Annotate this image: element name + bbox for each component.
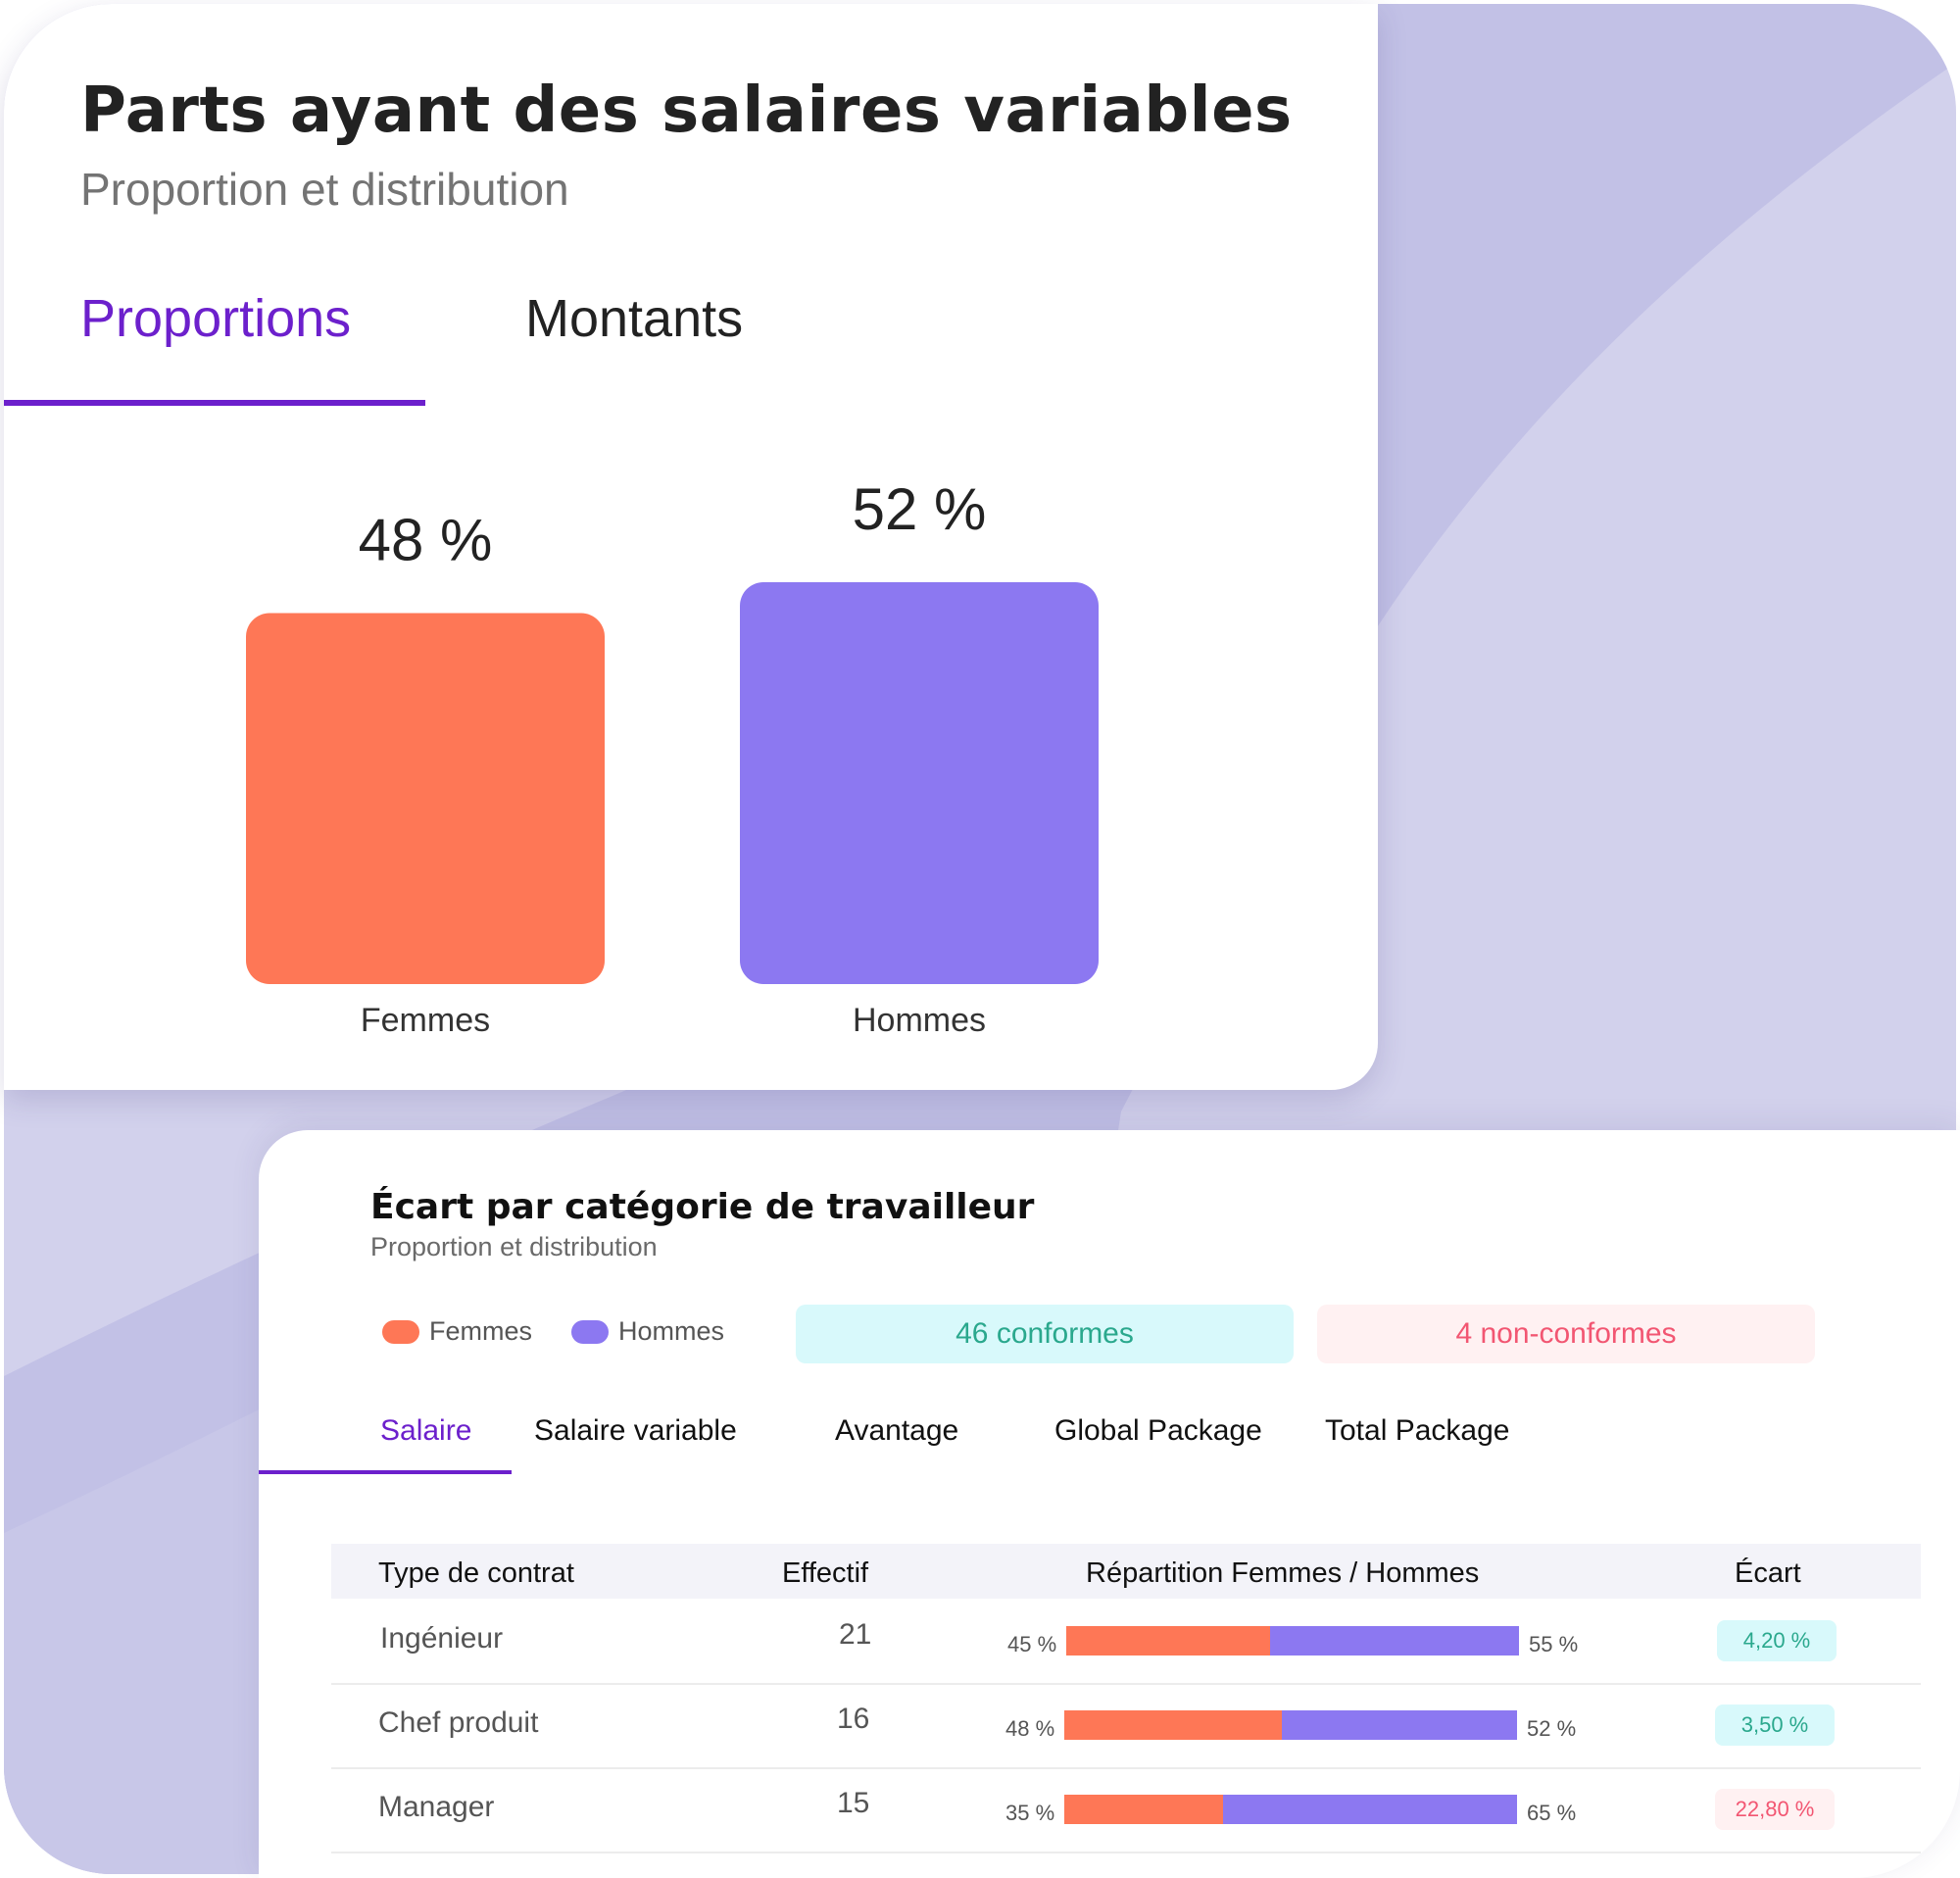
tab-avantage[interactable]: Avantage xyxy=(835,1414,959,1447)
proportions-bar-chart: 48 % Femmes 52 % Hommes xyxy=(246,476,1099,1039)
column-header-repartition[interactable]: Répartition Femmes / Hommes xyxy=(1086,1557,1480,1589)
contract-type: Ingénieur xyxy=(380,1622,504,1655)
contract-type: Manager xyxy=(378,1791,495,1823)
variable-salary-share-card: Parts ayant des salaires variables Propo… xyxy=(4,4,1378,1090)
tab-global-package[interactable]: Global Package xyxy=(1054,1414,1262,1447)
effectif-value: 16 xyxy=(837,1703,870,1735)
legend-label: Hommes xyxy=(618,1316,725,1346)
legend-swatch-hommes xyxy=(571,1319,609,1344)
split-bar-femmes xyxy=(1064,1795,1223,1824)
card-subtitle: Proportion et distribution xyxy=(80,164,569,215)
hommes-percent: 55 % xyxy=(1529,1632,1579,1656)
bar-femmes xyxy=(246,613,605,984)
table-row[interactable]: Manager 15 35 % 65 % 22,80 % xyxy=(331,1767,1921,1853)
column-header-effectif[interactable]: Effectif xyxy=(782,1557,869,1589)
column-header-type[interactable]: Type de contrat xyxy=(378,1557,574,1589)
split-bar-hommes xyxy=(1281,1710,1517,1740)
tab-proportions[interactable]: Proportions xyxy=(80,289,352,348)
bar-hommes xyxy=(740,582,1099,984)
card-subtitle: Proportion et distribution xyxy=(370,1232,658,1261)
femmes-percent: 35 % xyxy=(1005,1801,1055,1825)
table-header: Type de contrat Effectif Répartition Fem… xyxy=(331,1544,1921,1599)
legend-label: Femmes xyxy=(429,1316,533,1346)
tab-total-package[interactable]: Total Package xyxy=(1325,1414,1510,1447)
femmes-percent: 45 % xyxy=(1007,1632,1057,1656)
conformes-badge[interactable]: 46 conformes xyxy=(796,1305,1294,1363)
non-conformes-badge[interactable]: 4 non-conformes xyxy=(1317,1305,1815,1363)
femmes-percent: 48 % xyxy=(1005,1716,1055,1741)
split-bar-femmes xyxy=(1064,1710,1282,1740)
hommes-percent: 52 % xyxy=(1527,1716,1577,1741)
value-label-femmes: 48 % xyxy=(359,508,493,573)
card-title: Parts ayant des salaires variables xyxy=(80,74,1293,147)
gap-by-category-card: Écart par catégorie de travailleur Propo… xyxy=(259,1130,1960,1878)
active-tab-indicator xyxy=(259,1470,512,1474)
split-bar xyxy=(1066,1626,1519,1656)
ecart-badge: 4,20 % xyxy=(1717,1620,1837,1661)
split-bar xyxy=(1064,1710,1517,1740)
ecart-badge: 3,50 % xyxy=(1715,1705,1835,1746)
contract-type: Chef produit xyxy=(378,1706,539,1739)
split-bar-hommes xyxy=(1269,1626,1519,1656)
split-bar xyxy=(1064,1795,1517,1824)
active-tab-indicator xyxy=(4,400,425,406)
hommes-percent: 65 % xyxy=(1527,1801,1577,1825)
split-bar-femmes xyxy=(1066,1626,1270,1656)
tab-montants[interactable]: Montants xyxy=(525,289,744,348)
value-label-hommes: 52 % xyxy=(853,476,987,542)
effectif-value: 21 xyxy=(839,1618,872,1651)
table-row[interactable]: Ingénieur 21 45 % 55 % 4,20 % xyxy=(331,1599,1921,1685)
split-bar-hommes xyxy=(1222,1795,1517,1824)
tab-salaire[interactable]: Salaire xyxy=(380,1414,472,1447)
tab-salaire-variable[interactable]: Salaire variable xyxy=(534,1414,737,1447)
legend-item-femmes: Femmes xyxy=(382,1316,532,1347)
table-row[interactable]: Chef produit 16 48 % 52 % 3,50 % xyxy=(331,1683,1921,1769)
effectif-value: 15 xyxy=(837,1787,870,1819)
legend-swatch-femmes xyxy=(382,1319,419,1344)
legend-item-hommes: Hommes xyxy=(571,1316,724,1347)
card-title: Écart par catégorie de travailleur xyxy=(370,1187,1035,1227)
category-label-femmes: Femmes xyxy=(361,1002,490,1039)
column-header-ecart[interactable]: Écart xyxy=(1735,1557,1801,1589)
ecart-badge: 22,80 % xyxy=(1715,1789,1835,1830)
category-label-hommes: Hommes xyxy=(853,1002,986,1039)
